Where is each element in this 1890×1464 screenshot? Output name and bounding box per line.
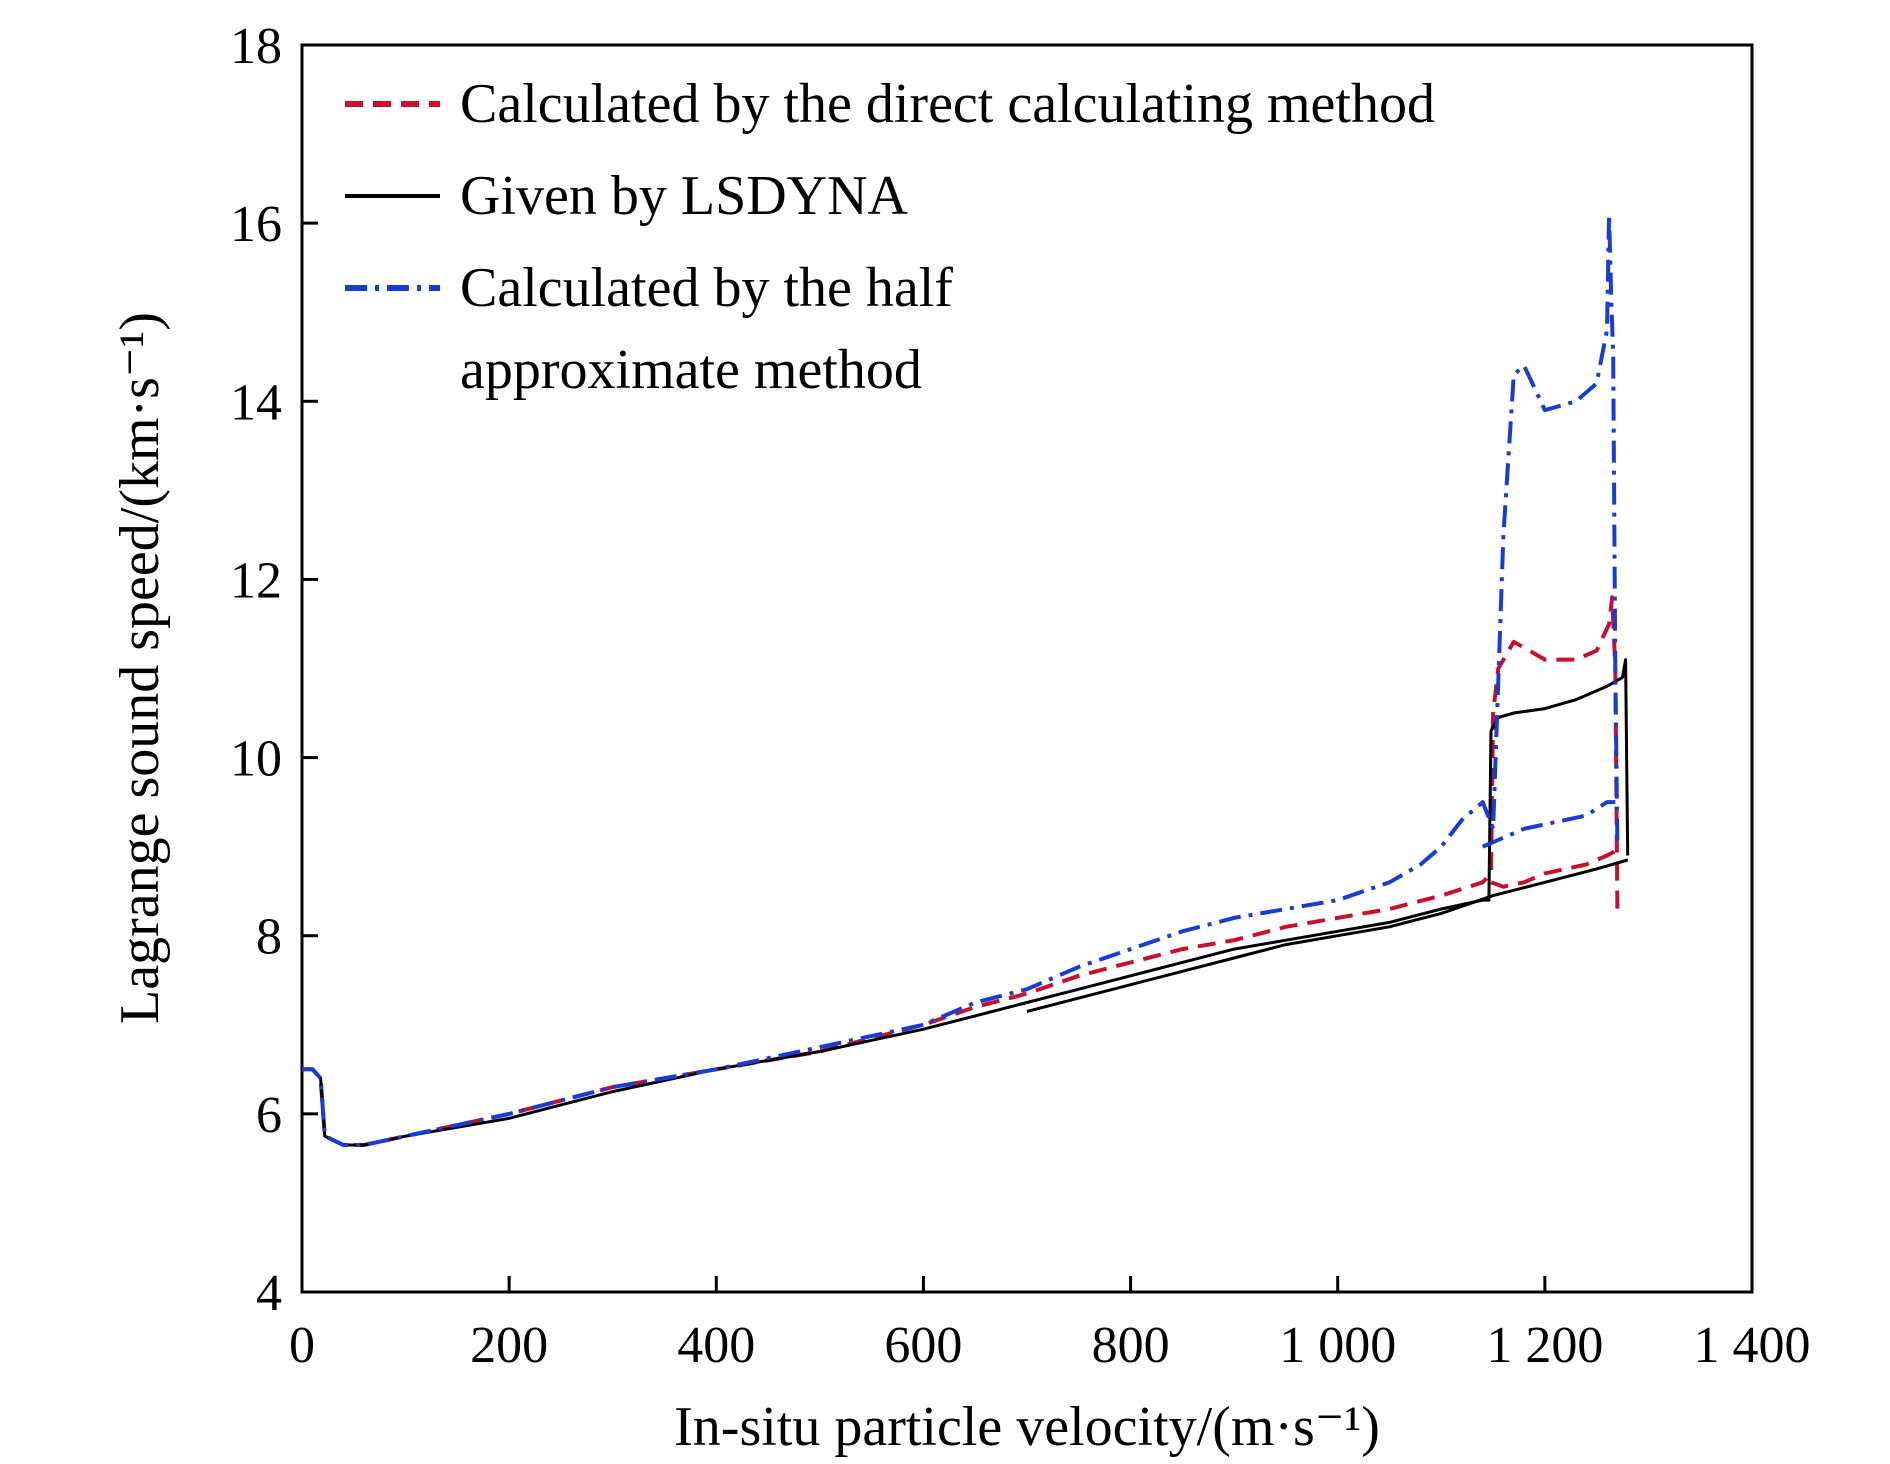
x-tick-label: 1 400 [1694, 1317, 1811, 1374]
legend-label-2: Given by LSDYNA [460, 165, 909, 227]
y-tick-label: 16 [230, 196, 282, 253]
y-axis-ticks: 4 6 8 10 12 14 16 18 [230, 18, 318, 1322]
series-line-3 [302, 658, 1630, 1147]
series-line-6 [1481, 800, 1616, 849]
legend-label-3: approximate method [460, 339, 922, 401]
plot-frame [300, 43, 1754, 1294]
y-tick-label: 6 [256, 1087, 282, 1144]
series-line-5 [302, 212, 1620, 1147]
x-tick-label: 200 [470, 1317, 548, 1374]
y-tick-label: 14 [230, 374, 282, 431]
series-layer [302, 212, 1630, 1147]
x-tick-label: 1 200 [1486, 1317, 1603, 1374]
series-line-4 [1026, 858, 1629, 1013]
legend-label-3: Calculated by the half [460, 257, 953, 319]
y-tick-label: 8 [256, 909, 282, 966]
legend-label-1: Calculated by the direct calculating met… [460, 73, 1435, 135]
y-tick-label: 10 [230, 731, 282, 788]
y-tick-label: 18 [230, 18, 282, 75]
x-tick-label: 600 [884, 1317, 962, 1374]
y-tick-label: 4 [256, 1265, 282, 1322]
x-tick-label: 1 000 [1279, 1317, 1396, 1374]
series-line-1 [302, 595, 1622, 1147]
x-tick-label: 0 [289, 1317, 315, 1374]
x-tick-label: 800 [1092, 1317, 1170, 1374]
y-axis-title: Lagrange sound speed/(km·s⁻¹) [109, 312, 171, 1024]
x-axis-title: In-situ particle velocity/(m·s⁻¹) [674, 1396, 1380, 1458]
legend: Calculated by the direct calculating met… [345, 73, 1435, 401]
series-line-2 [1490, 849, 1617, 889]
x-tick-label: 400 [677, 1317, 755, 1374]
x-axis-ticks: 0 200 400 600 800 1 000 1 200 1 400 [289, 1276, 1811, 1374]
y-tick-label: 12 [230, 552, 282, 609]
